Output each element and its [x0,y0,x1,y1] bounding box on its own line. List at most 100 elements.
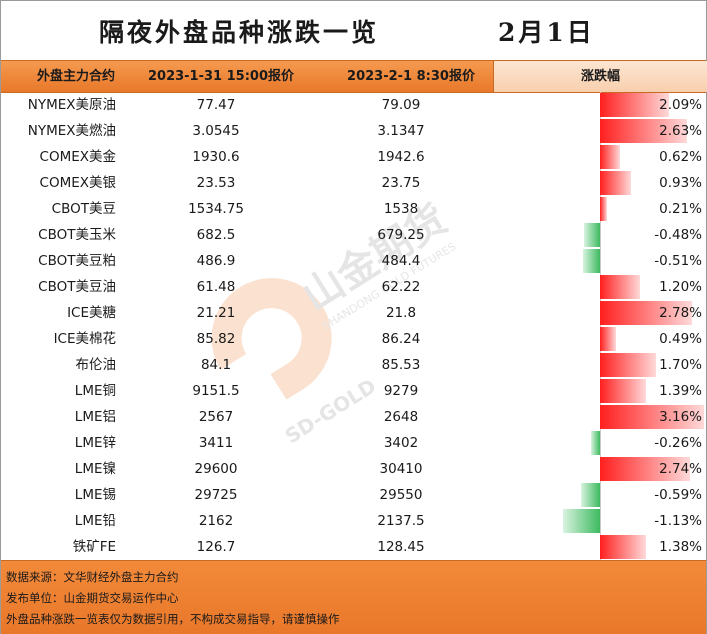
price-1: 29725 [194,487,238,503]
price-2: 3.1347 [377,123,425,139]
change-percent: 0.21% [659,201,702,217]
price-1: 126.7 [196,539,236,555]
contract-name: LME锡 [74,487,116,503]
change-axis-line [600,92,601,560]
contract-name: LME锌 [74,435,116,451]
change-percent: -0.59% [654,487,702,503]
contract-name: NYMEX美燃油 [27,123,116,139]
contract-name: COMEX美金 [39,149,116,165]
change-bar [600,327,617,351]
contract-name: ICE美棉花 [53,331,116,347]
footer-source: 数据来源：文华财经外盘主力合约 [6,570,179,584]
change-bar [600,145,621,169]
price-1: 85.82 [196,331,236,347]
change-bar [600,171,631,195]
price-2: 21.8 [385,305,417,321]
header-contract: 外盘主力合约 [36,69,115,84]
table-row: LME铅 2162 2137.5 -1.13% [1,508,706,534]
table-row: LME镍 29600 30410 2.74% [1,456,706,482]
change-bar [600,197,607,221]
contract-name: COMEX美银 [39,175,116,191]
change-percent: -0.51% [654,253,702,269]
price-2: 29550 [379,487,423,503]
change-percent: 2.74% [659,461,702,477]
price-1: 29600 [194,461,238,477]
title-bar: 隔夜外盘品种涨跌一览 2月1日 [1,1,706,60]
price-2: 86.24 [381,331,421,347]
price-2: 3402 [383,435,419,451]
price-1: 2162 [198,513,234,529]
footer-publisher: 发布单位：山金期货交易运作中心 [6,591,179,605]
contract-name: NYMEX美原油 [27,97,116,113]
table-row: NYMEX美原油 77.47 79.09 2.09% [1,92,706,118]
footer: 数据来源：文华财经外盘主力合约 发布单位：山金期货交易运作中心 外盘品种涨跌一览… [1,560,706,634]
table-row: ICE美棉花 85.82 86.24 0.49% [1,326,706,352]
change-bar [600,379,646,403]
change-bar [562,509,600,533]
price-1: 9151.5 [192,383,240,399]
table-header: 外盘主力合约 2023-1-31 15:00报价 2023-2-1 8:30报价… [1,60,707,93]
change-bar [600,535,646,559]
change-bar [600,119,687,143]
contract-name: CBOT美玉米 [38,227,116,243]
table-row: 布伦油 84.1 85.53 1.70% [1,352,706,378]
change-bar [600,353,657,377]
price-1: 486.9 [196,253,236,269]
header-change: 涨跌幅 [493,61,707,92]
table-row: NYMEX美燃油 3.0545 3.1347 2.63% [1,118,706,144]
change-percent: 2.63% [659,123,702,139]
price-1: 3411 [198,435,234,451]
change-bar [591,431,600,455]
table-row: LME铝 2567 2648 3.16% [1,404,706,430]
change-bar [580,483,600,507]
price-1: 61.48 [196,279,236,295]
contract-name: CBOT美豆粕 [38,253,116,269]
price-2: 62.22 [381,279,421,295]
table-row: COMEX美银 23.53 23.75 0.93% [1,170,706,196]
change-percent: -0.26% [654,435,702,451]
table-row: CBOT美豆 1534.75 1538 0.21% [1,196,706,222]
change-bar [600,405,705,429]
header-price-2: 2023-2-1 8:30报价 [347,69,475,84]
change-percent: 1.39% [659,383,702,399]
price-1: 84.1 [200,357,232,373]
table-row: LME铜 9151.5 9279 1.39% [1,378,706,404]
header-price-1: 2023-1-31 15:00报价 [147,69,294,84]
change-percent: -0.48% [654,227,702,243]
price-1: 3.0545 [192,123,240,139]
change-percent: 1.38% [659,539,702,555]
price-2: 1538 [383,201,419,217]
change-percent: -1.13% [654,513,702,529]
table-row: 铁矿FE 126.7 128.45 1.38% [1,534,706,560]
price-1: 1534.75 [188,201,244,217]
price-1: 23.53 [196,175,236,191]
change-percent: 1.20% [659,279,702,295]
change-percent: 2.09% [659,97,702,113]
change-percent: 1.70% [659,357,702,373]
price-2: 9279 [383,383,419,399]
change-bar [583,249,600,273]
footer-disclaimer: 外盘品种涨跌一览表仅为数据引用，不构成交易指导，请谨慎操作 [6,612,340,626]
price-2: 128.45 [377,539,425,555]
page-date: 2月1日 [498,18,595,47]
price-2: 85.53 [381,357,421,373]
price-2: 23.75 [381,175,421,191]
price-2: 79.09 [381,97,421,113]
table-row: ICE美糖 21.21 21.8 2.78% [1,300,706,326]
change-percent: 3.16% [659,409,702,425]
change-percent: 0.93% [659,175,702,191]
price-1: 1930.6 [192,149,240,165]
price-2: 1942.6 [377,149,425,165]
table-row: LME锡 29725 29550 -0.59% [1,482,706,508]
price-1: 2567 [198,409,234,425]
price-1: 77.47 [196,97,236,113]
contract-name: LME铅 [74,513,116,529]
contract-name: 布伦油 [75,357,117,373]
price-2: 484.4 [381,253,421,269]
page-title: 隔夜外盘品种涨跌一览 [99,18,380,47]
price-1: 682.5 [196,227,236,243]
table-row: CBOT美玉米 682.5 679.25 -0.48% [1,222,706,248]
table-row: CBOT美豆粕 486.9 484.4 -0.51% [1,248,706,274]
contract-name: LME镍 [74,461,116,477]
